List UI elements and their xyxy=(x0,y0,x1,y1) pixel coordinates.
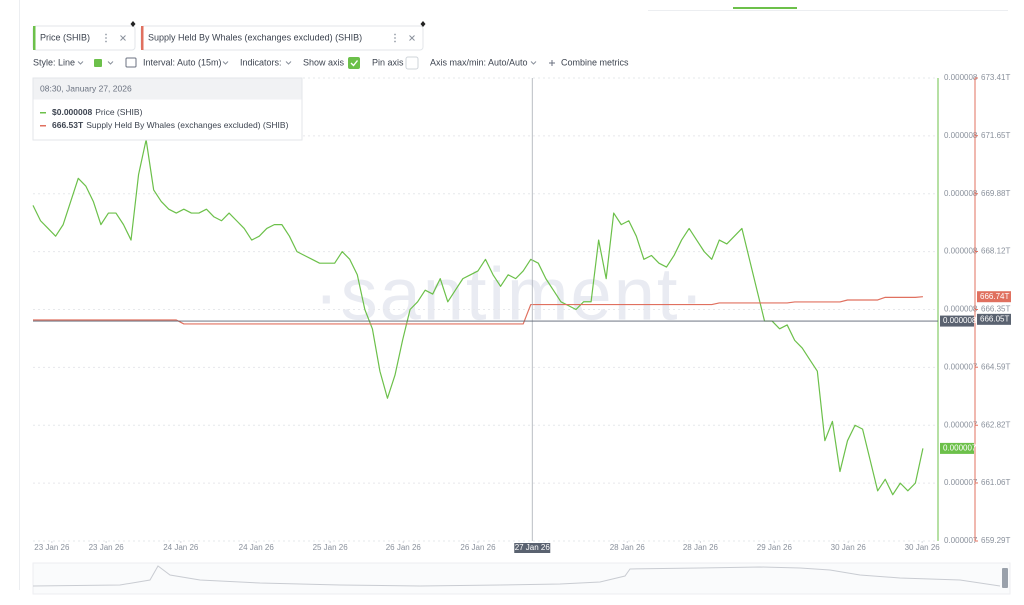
chip-close-icon[interactable] xyxy=(409,35,415,41)
toolbar: Style: Line Interval: Auto (15m) Indicat… xyxy=(33,56,629,70)
tooltip-swatch xyxy=(40,112,46,114)
y2-tick-label: 662.82T xyxy=(981,420,1010,429)
y-tick-label: 0.000008 xyxy=(944,247,978,256)
metric-chip[interactable]: Supply Held By Whales (exchanges exclude… xyxy=(140,21,426,51)
chevron xyxy=(530,61,537,65)
y2-tick-label: 668.12T xyxy=(981,247,1010,256)
y-tick-label: 0.000008 xyxy=(944,305,978,314)
y2-tick-label: 671.65T xyxy=(981,131,1010,140)
tooltip-swatch xyxy=(40,125,46,127)
x-tick-label: 28 Jan 26 xyxy=(683,543,719,552)
x-tick-label: 26 Jan 26 xyxy=(460,543,496,552)
plot: 0.000008 0.000008 0.000008 0.000008 0.000008… xyxy=(32,73,1011,553)
chip-close-icon[interactable] xyxy=(120,35,126,41)
y-tick-label: 0.000007 xyxy=(944,478,978,487)
tooltip: 08:30, January 27, 2026 $0.000008 Price (… xyxy=(32,77,303,141)
axis-badge-label: 0.000008 xyxy=(943,316,977,325)
top-tab-indicator xyxy=(733,7,797,9)
chevron xyxy=(77,61,84,65)
tooltip-item: $0.000008 Price (SHIB) xyxy=(52,107,143,117)
y2-tick-label: 669.88T xyxy=(981,189,1010,198)
chip-color xyxy=(33,26,36,50)
y-tick-label: 0.000008 xyxy=(944,189,978,198)
top-divider xyxy=(648,10,1008,11)
navigator-handle[interactable] xyxy=(1002,568,1008,588)
tooltip-date: 08:30, January 27, 2026 xyxy=(40,83,132,93)
axis-badge xyxy=(940,315,974,327)
indicators-select[interactable]: Indicators: xyxy=(240,57,282,67)
combine-metrics[interactable]: Combine metrics xyxy=(561,57,629,67)
tooltip-item: 666.53T Supply Held By Whales (exchanges … xyxy=(52,120,289,130)
x-tick-label: 29 Jan 26 xyxy=(757,543,793,552)
chip-pin-icon xyxy=(420,21,426,27)
y2-tick-label: 664.59T xyxy=(981,362,1010,371)
x-tick-label: 26 Jan 26 xyxy=(386,543,422,552)
axis-badge-label: 666.74T xyxy=(980,292,1009,301)
x-tick-label: 23 Jan 26 xyxy=(89,543,125,552)
chip-menu-icon[interactable] xyxy=(394,33,396,43)
crosshair-x-badge xyxy=(514,543,551,553)
checkmark xyxy=(350,60,359,67)
series-line xyxy=(33,296,923,325)
chip-menu-icon[interactable] xyxy=(105,33,107,43)
x-tick-label: 25 Jan 26 xyxy=(313,543,349,552)
axis-badge-label: 0.000007 xyxy=(943,444,977,453)
calendar-icon xyxy=(125,57,137,68)
y-tick-label: 0.000008 xyxy=(944,73,978,82)
show-axis-checkbox[interactable] xyxy=(348,57,360,69)
color-swatch[interactable] xyxy=(94,59,102,67)
chip-label: Supply Held By Whales (exchanges exclude… xyxy=(148,32,362,42)
show-axis-label: Show axis xyxy=(303,57,345,67)
navigator-box xyxy=(32,562,1011,595)
navigator xyxy=(32,562,1011,595)
x-tick-label: 30 Jan 26 xyxy=(831,543,867,552)
tooltip-value: $0.000008 xyxy=(52,107,92,117)
y-tick-label: 0.000007 xyxy=(944,420,978,429)
crosshair-x-label: 27 Jan 26 xyxy=(515,543,551,552)
y2-tick-label: 673.41T xyxy=(981,73,1010,82)
style-select[interactable]: Style: Line xyxy=(33,57,75,67)
chevron xyxy=(285,61,292,65)
tooltip-header xyxy=(33,78,302,100)
chevron xyxy=(107,61,114,65)
metric-chip[interactable]: Price (SHIB) xyxy=(32,21,136,51)
x-tick-label: 23 Jan 26 xyxy=(34,543,70,552)
y-tick-label: 0.000007 xyxy=(944,536,978,545)
chip-label: Price (SHIB) xyxy=(40,32,90,42)
left-border xyxy=(19,0,20,590)
y2-tick-label: 666.35T xyxy=(981,305,1010,314)
chevron xyxy=(222,61,229,65)
tooltip-name: Price (SHIB) xyxy=(95,107,142,117)
y-tick-label: 0.000008 xyxy=(944,131,978,140)
axis-badge xyxy=(977,313,1011,325)
axis-range-select[interactable]: Axis max/min: Auto/Auto xyxy=(430,57,528,67)
chip-pin-icon xyxy=(130,21,136,27)
interval-select[interactable]: Interval: Auto (15m) xyxy=(143,57,222,67)
pin-axis-checkbox[interactable] xyxy=(405,56,419,70)
axis-badge xyxy=(940,442,974,454)
x-tick-label: 30 Jan 26 xyxy=(905,543,941,552)
plus-icon xyxy=(549,60,555,66)
series-line xyxy=(32,139,924,496)
axis-badge-label: 666.05T xyxy=(980,314,1009,323)
x-tick-label: 24 Jan 26 xyxy=(163,543,199,552)
tooltip-value: 666.53T xyxy=(52,120,84,130)
tooltip-name: Supply Held By Whales (exchanges exclude… xyxy=(86,120,288,130)
watermark: ·santiment· xyxy=(314,253,706,336)
chip-color xyxy=(141,26,144,50)
navigator-line xyxy=(32,565,1001,587)
axis-badge xyxy=(977,291,1011,303)
y2-tick-label: 661.06T xyxy=(981,478,1010,487)
pin-axis-label: Pin axis xyxy=(372,57,404,67)
y2-tick-label: 659.29T xyxy=(981,536,1010,545)
y-tick-label: 0.000007 xyxy=(944,362,978,371)
x-tick-label: 24 Jan 26 xyxy=(239,543,275,552)
x-tick-label: 28 Jan 26 xyxy=(610,543,646,552)
